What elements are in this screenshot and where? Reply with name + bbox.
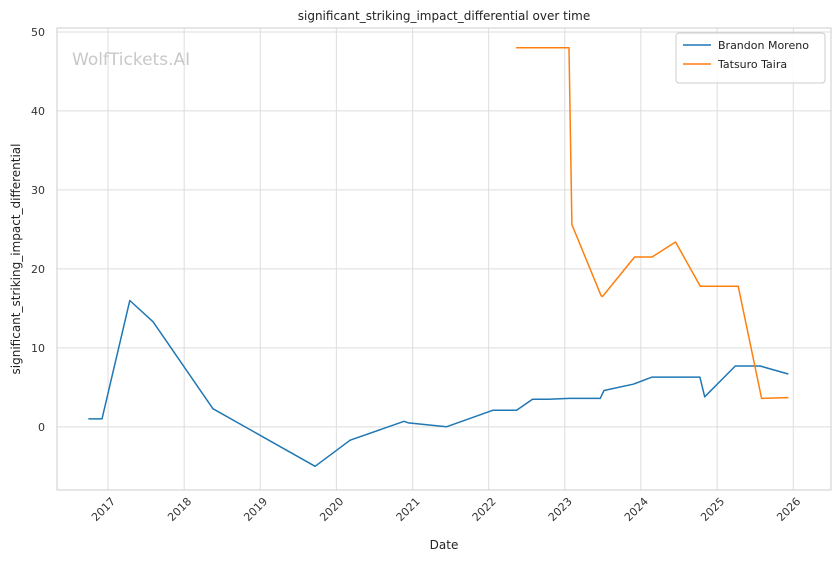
series-lines	[88, 46, 789, 468]
chart-title: significant_striking_impact_differential…	[298, 9, 590, 23]
y-tick-label: 0	[38, 421, 45, 434]
y-tick-label: 10	[31, 342, 45, 355]
plot-area-frame	[56, 27, 832, 491]
series-line-brandon-moreno	[88, 299, 789, 468]
y-tick-label: 50	[31, 26, 45, 39]
watermark-text: WolfTickets.AI	[72, 50, 190, 70]
legend: Brandon Moreno Tatsuro Taira	[675, 32, 826, 84]
legend-label: Tatsuro Taira	[717, 58, 787, 71]
series-line-tatsuro-taira	[515, 46, 789, 400]
y-axis-title: significant_striking_impact_differential	[9, 144, 23, 375]
y-tick-label: 40	[31, 105, 45, 118]
y-tick-label: 20	[31, 263, 45, 276]
x-axis-title: Date	[430, 538, 459, 552]
grid	[57, 28, 831, 490]
legend-box	[675, 32, 826, 84]
legend-label: Brandon Moreno	[718, 39, 809, 52]
y-tick-label: 30	[31, 184, 45, 197]
